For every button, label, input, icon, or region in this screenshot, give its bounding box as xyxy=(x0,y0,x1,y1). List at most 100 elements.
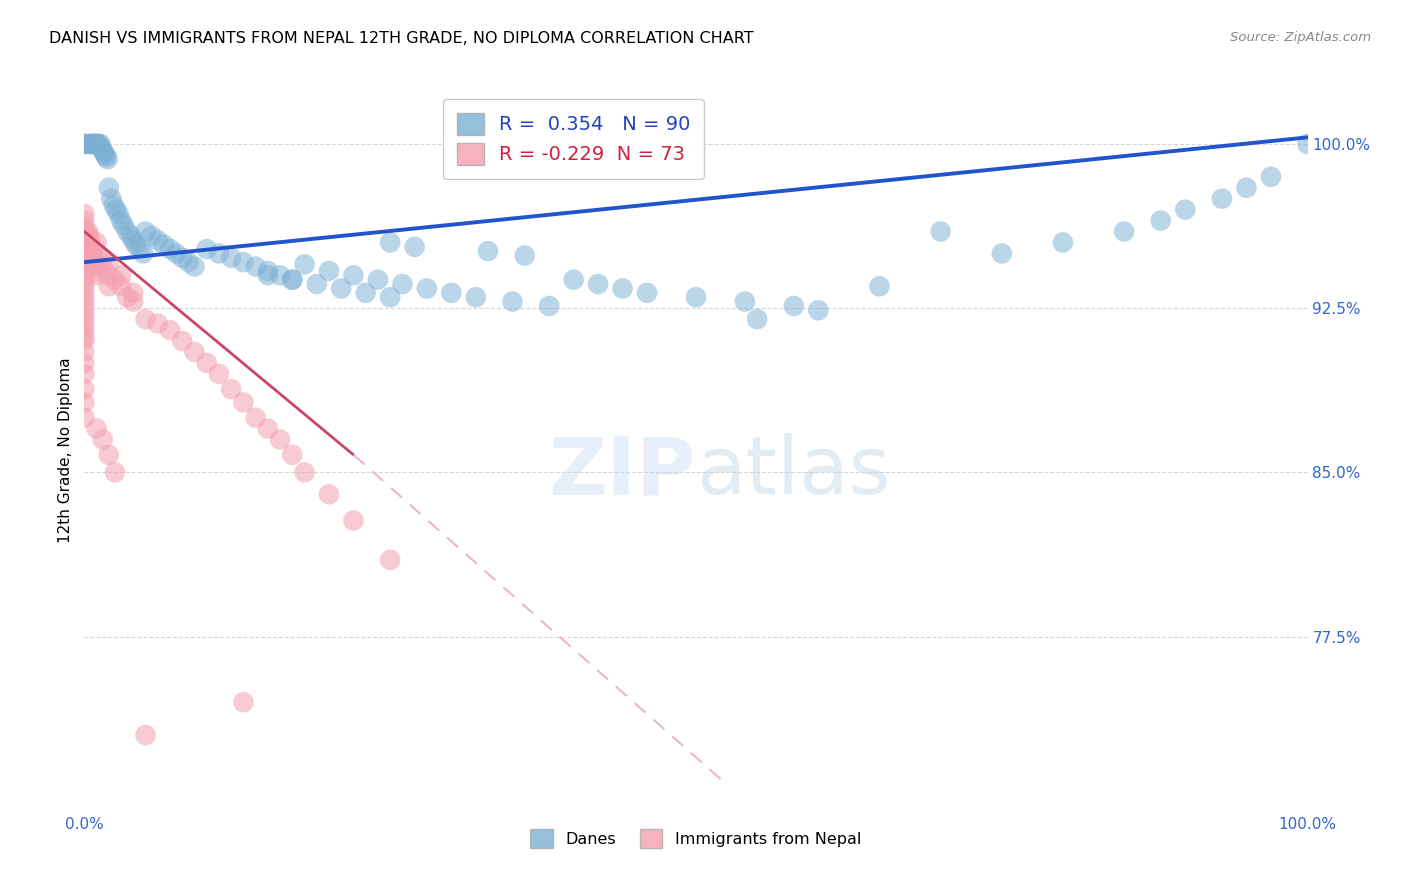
Point xyxy=(87,136,110,151)
Point xyxy=(110,268,132,283)
Point xyxy=(86,136,108,151)
Point xyxy=(232,255,254,269)
Point xyxy=(100,192,122,206)
Y-axis label: 12th Grade, No Diploma: 12th Grade, No Diploma xyxy=(58,358,73,543)
Point xyxy=(107,207,129,221)
Point xyxy=(513,249,536,263)
Point xyxy=(747,312,769,326)
Point xyxy=(195,356,218,370)
Point xyxy=(73,136,96,151)
Point xyxy=(79,233,101,247)
Point xyxy=(195,242,218,256)
Point xyxy=(86,136,108,151)
Point xyxy=(97,180,120,194)
Point xyxy=(73,303,96,318)
Point xyxy=(685,290,707,304)
Point xyxy=(391,277,413,291)
Point xyxy=(97,448,120,462)
Point xyxy=(73,220,96,235)
Point xyxy=(562,273,585,287)
Point xyxy=(354,285,377,300)
Point xyxy=(404,240,426,254)
Point xyxy=(79,136,101,151)
Point xyxy=(165,246,187,260)
Point xyxy=(91,251,114,265)
Point xyxy=(83,257,105,271)
Point xyxy=(80,246,103,260)
Point xyxy=(94,148,117,162)
Point xyxy=(135,225,157,239)
Point xyxy=(219,382,242,396)
Point xyxy=(73,136,96,151)
Text: Source: ZipAtlas.com: Source: ZipAtlas.com xyxy=(1230,31,1371,45)
Point xyxy=(146,317,169,331)
Point xyxy=(115,290,138,304)
Point xyxy=(79,136,101,151)
Point xyxy=(77,228,100,243)
Point xyxy=(73,237,96,252)
Point xyxy=(318,264,340,278)
Point xyxy=(73,334,96,348)
Point xyxy=(84,136,107,151)
Point xyxy=(1296,136,1319,151)
Point xyxy=(1211,192,1233,206)
Point xyxy=(294,466,316,480)
Point xyxy=(245,410,267,425)
Point xyxy=(77,225,100,239)
Text: ZIP: ZIP xyxy=(548,434,696,511)
Point xyxy=(1260,169,1282,184)
Point xyxy=(93,145,115,160)
Point xyxy=(219,251,242,265)
Point xyxy=(73,213,96,227)
Point xyxy=(104,466,127,480)
Point xyxy=(110,279,132,293)
Point xyxy=(73,244,96,259)
Point xyxy=(281,273,304,287)
Point xyxy=(269,268,291,283)
Point xyxy=(464,290,486,304)
Point xyxy=(538,299,561,313)
Point xyxy=(636,285,658,300)
Point xyxy=(1114,225,1136,239)
Point xyxy=(73,251,96,265)
Legend: Danes, Immigrants from Nepal: Danes, Immigrants from Nepal xyxy=(524,823,868,855)
Point xyxy=(380,235,402,250)
Point xyxy=(245,260,267,274)
Point xyxy=(110,213,132,227)
Point xyxy=(86,257,108,271)
Text: atlas: atlas xyxy=(696,434,890,511)
Point xyxy=(82,251,104,265)
Point xyxy=(97,257,120,271)
Point xyxy=(128,242,150,256)
Point xyxy=(73,270,96,285)
Point xyxy=(367,273,389,287)
Point xyxy=(86,421,108,435)
Point xyxy=(73,257,96,271)
Point xyxy=(416,281,439,295)
Point xyxy=(172,251,194,265)
Point xyxy=(257,264,280,278)
Point xyxy=(86,268,108,283)
Point xyxy=(1052,235,1074,250)
Point xyxy=(122,233,145,247)
Point xyxy=(440,285,463,300)
Point xyxy=(734,294,756,309)
Point xyxy=(73,329,96,343)
Point xyxy=(73,323,96,337)
Point xyxy=(208,246,231,260)
Point xyxy=(380,290,402,304)
Point xyxy=(172,334,194,348)
Point xyxy=(146,233,169,247)
Point xyxy=(869,279,891,293)
Point xyxy=(135,728,157,742)
Point xyxy=(122,285,145,300)
Point xyxy=(73,136,96,151)
Point xyxy=(73,297,96,311)
Point xyxy=(91,144,114,158)
Point xyxy=(89,136,111,151)
Point xyxy=(342,514,364,528)
Point xyxy=(342,268,364,283)
Point xyxy=(73,356,96,370)
Point xyxy=(257,421,280,435)
Point xyxy=(305,277,328,291)
